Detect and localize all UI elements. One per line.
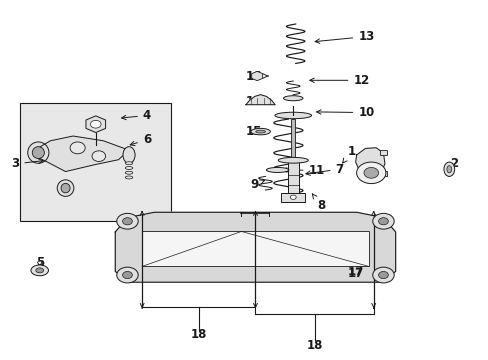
Polygon shape — [245, 95, 275, 105]
Bar — [287, 160, 298, 196]
Ellipse shape — [125, 167, 133, 170]
Text: 1: 1 — [342, 145, 355, 163]
Text: 6: 6 — [130, 133, 151, 146]
Circle shape — [90, 120, 101, 128]
Ellipse shape — [274, 112, 311, 119]
Circle shape — [378, 271, 387, 279]
Text: 15: 15 — [245, 125, 268, 138]
Circle shape — [117, 267, 138, 283]
Circle shape — [122, 271, 132, 279]
Text: 7: 7 — [305, 163, 343, 176]
Ellipse shape — [31, 265, 48, 276]
Circle shape — [378, 218, 387, 225]
Polygon shape — [35, 136, 129, 171]
Text: 18: 18 — [306, 339, 322, 352]
Ellipse shape — [443, 162, 454, 176]
Text: 14: 14 — [245, 95, 268, 108]
Text: 5: 5 — [36, 256, 44, 269]
Ellipse shape — [255, 130, 265, 133]
Bar — [281, 193, 305, 202]
Text: 10: 10 — [316, 106, 374, 119]
Text: 3: 3 — [11, 157, 43, 170]
Ellipse shape — [125, 162, 133, 165]
Bar — [379, 171, 386, 176]
Text: 12: 12 — [309, 74, 369, 87]
Ellipse shape — [57, 180, 74, 197]
Text: 4: 4 — [122, 109, 151, 122]
Ellipse shape — [61, 183, 70, 193]
Polygon shape — [115, 212, 395, 282]
Text: 11: 11 — [282, 164, 324, 177]
Circle shape — [363, 167, 378, 178]
Text: 17: 17 — [346, 260, 363, 278]
Ellipse shape — [283, 96, 303, 101]
Ellipse shape — [123, 147, 135, 163]
Text: 17: 17 — [347, 267, 363, 280]
Text: 13: 13 — [314, 30, 374, 43]
Circle shape — [122, 218, 132, 225]
Text: 2: 2 — [447, 157, 457, 172]
Ellipse shape — [125, 176, 133, 179]
Ellipse shape — [36, 268, 43, 273]
Ellipse shape — [250, 129, 270, 135]
Ellipse shape — [70, 142, 85, 154]
Text: 8: 8 — [312, 194, 325, 212]
Ellipse shape — [278, 157, 307, 163]
Text: 18: 18 — [190, 328, 206, 341]
Ellipse shape — [125, 171, 133, 174]
Circle shape — [290, 195, 296, 199]
Ellipse shape — [266, 167, 288, 172]
Ellipse shape — [446, 166, 451, 173]
Polygon shape — [355, 148, 384, 176]
Text: 16: 16 — [245, 69, 267, 82]
Circle shape — [372, 213, 393, 229]
Bar — [20, 103, 171, 221]
Text: 9: 9 — [250, 178, 264, 191]
Ellipse shape — [32, 147, 44, 158]
Bar — [379, 149, 386, 155]
Circle shape — [356, 162, 385, 184]
Bar — [142, 231, 368, 266]
Ellipse shape — [92, 151, 105, 162]
Bar — [291, 119, 295, 160]
Circle shape — [117, 213, 138, 229]
Ellipse shape — [28, 142, 49, 163]
Circle shape — [372, 267, 393, 283]
